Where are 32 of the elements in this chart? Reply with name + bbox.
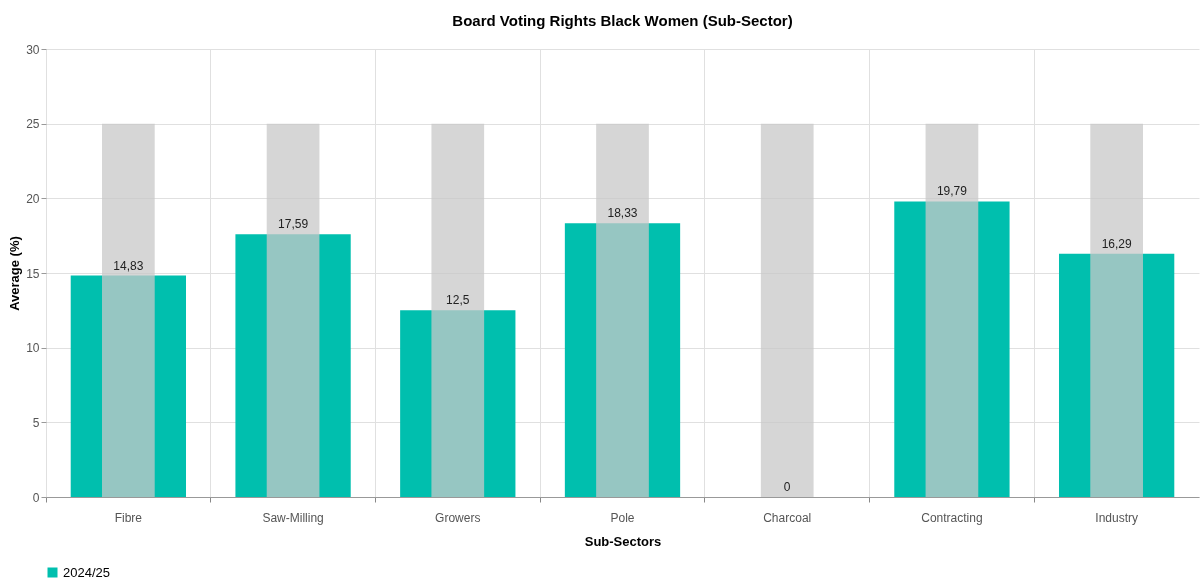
y-axis-title: Average (%) bbox=[7, 236, 23, 311]
data-label: 17,59 bbox=[278, 217, 309, 232]
data-label: 16,29 bbox=[1101, 236, 1132, 251]
bar bbox=[596, 123, 649, 497]
y-tick-label: 5 bbox=[32, 415, 40, 430]
y-tick-label: 25 bbox=[26, 117, 40, 132]
x-tick-label: Industry bbox=[1095, 510, 1138, 525]
x-tick-label: Fibre bbox=[114, 510, 143, 525]
data-label: 0 bbox=[783, 480, 791, 494]
bar bbox=[1090, 123, 1143, 497]
data-label: 19,79 bbox=[936, 184, 968, 199]
y-tick-label: 30 bbox=[26, 42, 40, 57]
data-label: 12,5 bbox=[446, 293, 470, 308]
y-tick-label: 0 bbox=[32, 490, 40, 505]
y-tick-label: 20 bbox=[26, 191, 40, 206]
bar bbox=[266, 123, 320, 497]
x-tick-label: Charcoal bbox=[763, 510, 812, 525]
x-tick-label: Saw-Milling bbox=[262, 510, 324, 525]
bar bbox=[925, 123, 979, 497]
bar bbox=[431, 123, 485, 497]
x-tick-label: Growers bbox=[435, 510, 481, 525]
data-label: 14,83 bbox=[113, 258, 144, 273]
y-tick-label: 10 bbox=[26, 341, 40, 356]
bar bbox=[760, 123, 814, 497]
chart-title: Board Voting Rights Black Women (Sub-Sector) bbox=[452, 12, 793, 29]
y-tick-label: 15 bbox=[26, 266, 40, 281]
x-tick-label: Contracting bbox=[921, 510, 983, 525]
legend-label: 2024/25 bbox=[63, 564, 110, 580]
bar bbox=[102, 123, 155, 497]
data-label: 18,33 bbox=[607, 206, 638, 221]
x-tick-label: Pole bbox=[610, 510, 635, 525]
x-axis-title: Sub-Sectors bbox=[584, 533, 662, 549]
